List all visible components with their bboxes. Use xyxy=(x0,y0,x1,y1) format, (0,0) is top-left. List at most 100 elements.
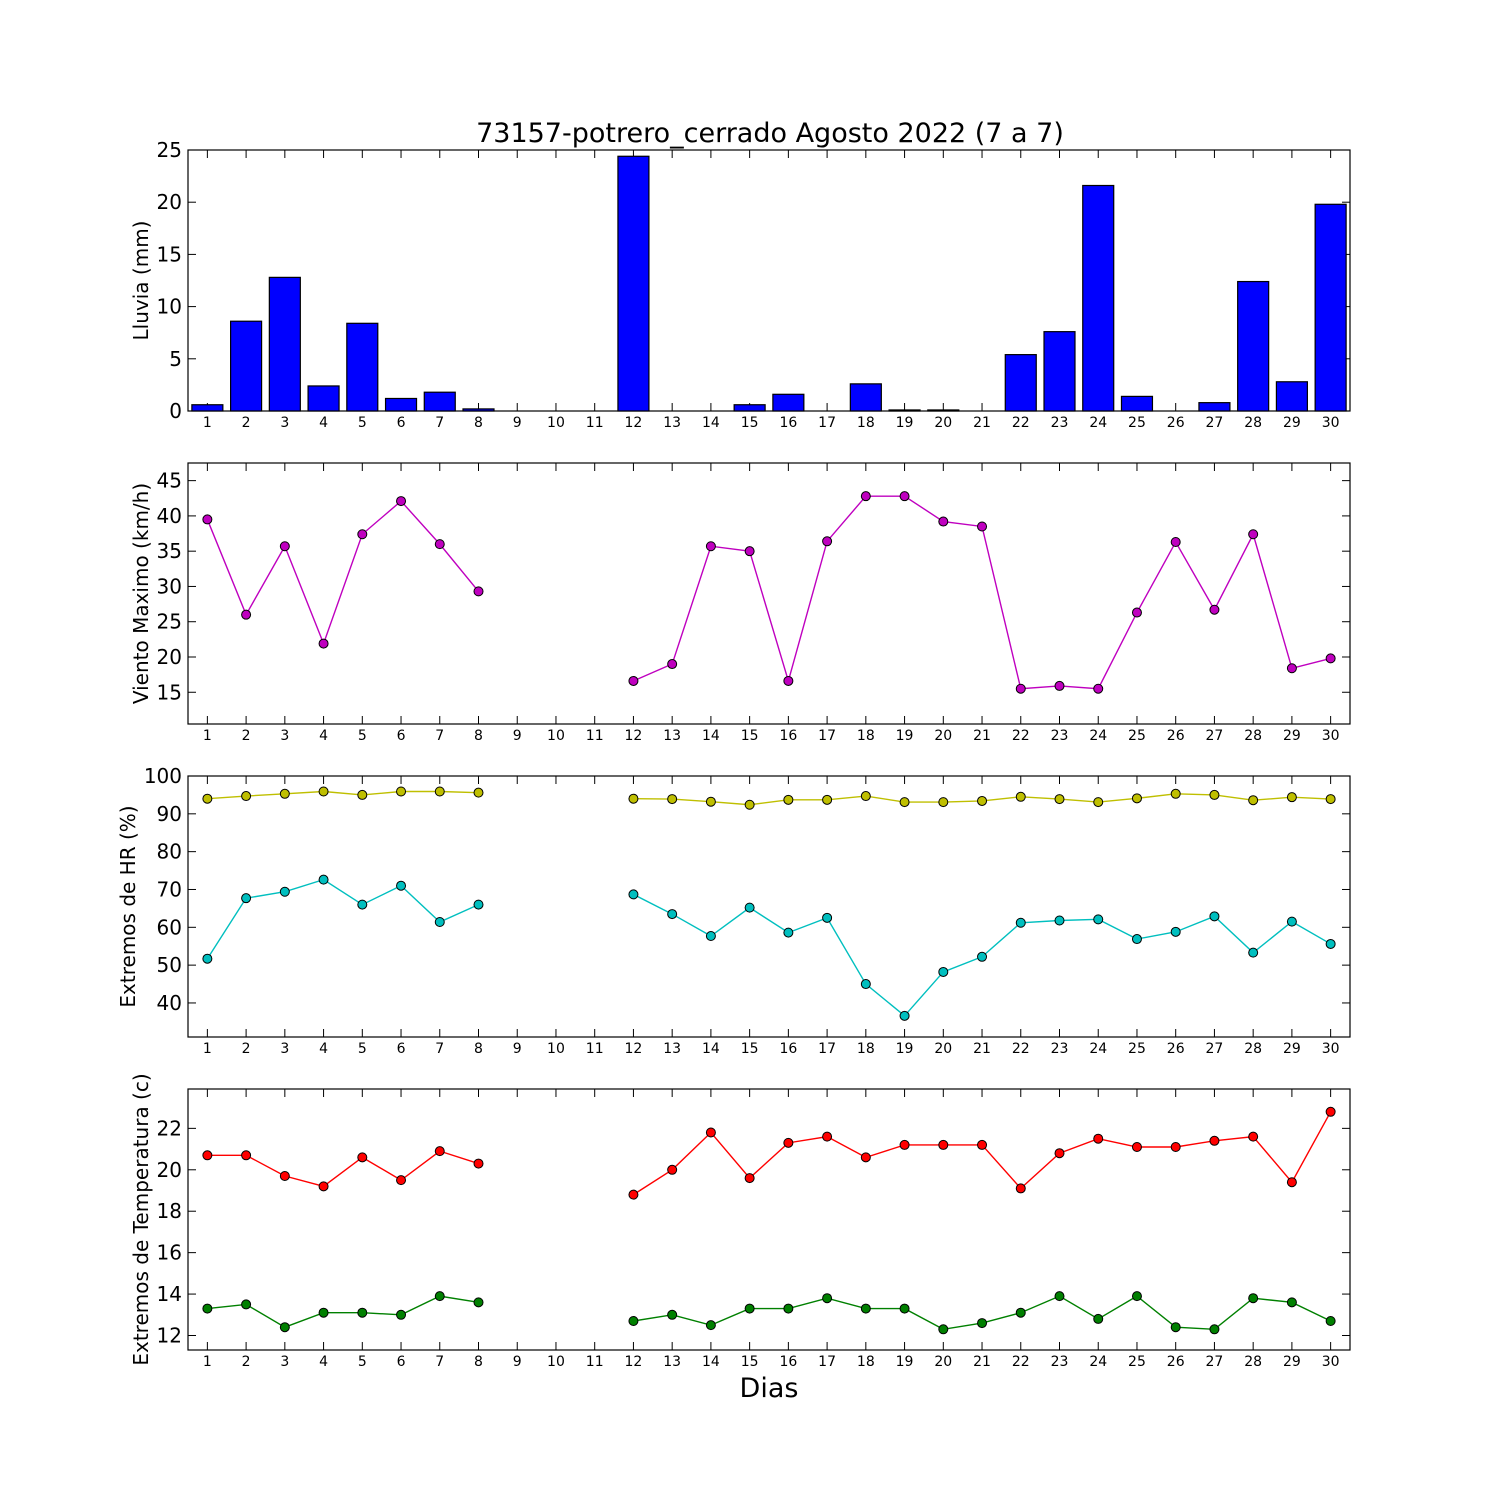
data-point xyxy=(977,521,988,532)
x-tick-label: 18 xyxy=(857,1041,875,1057)
data-point xyxy=(744,1303,755,1314)
data-point xyxy=(938,966,949,977)
data-point xyxy=(1325,1106,1336,1117)
data-point xyxy=(860,979,871,990)
data-point xyxy=(241,791,252,802)
data-point xyxy=(1209,1324,1220,1335)
x-tick-label: 25 xyxy=(1128,1354,1146,1370)
x-tick-label: 24 xyxy=(1089,1041,1107,1057)
x-tick-label: 6 xyxy=(397,728,406,744)
chart-title: 73157-potrero_cerrado Agosto 2022 (7 a 7… xyxy=(476,118,1064,149)
data-point xyxy=(396,1309,407,1320)
data-point xyxy=(279,1171,290,1181)
data-point xyxy=(1093,797,1104,808)
x-tick-label: 17 xyxy=(818,1354,836,1370)
data-point xyxy=(1170,788,1181,799)
data-point xyxy=(279,788,290,799)
bar xyxy=(1043,331,1076,412)
data-point xyxy=(1325,1316,1336,1326)
y-tick-label: 100 xyxy=(144,764,182,788)
x-tick-label: 29 xyxy=(1283,1041,1301,1057)
x-tick-label: 3 xyxy=(280,1354,289,1370)
x-tick-label: 21 xyxy=(973,1041,991,1057)
bar xyxy=(1237,280,1270,412)
x-tick-label: 11 xyxy=(586,415,604,431)
x-tick-label: 24 xyxy=(1089,1354,1107,1370)
series-line xyxy=(206,878,479,960)
data-point xyxy=(1248,795,1259,806)
data-point xyxy=(628,793,639,804)
x-tick-label: 28 xyxy=(1244,1041,1262,1057)
data-point xyxy=(1170,1142,1181,1152)
data-point xyxy=(279,886,290,897)
y-tick-label: 25 xyxy=(157,610,182,634)
bar xyxy=(1120,395,1154,412)
data-point xyxy=(1209,1135,1220,1146)
data-point xyxy=(1131,1142,1142,1152)
x-tick-label: 14 xyxy=(702,1041,720,1057)
x-tick-label: 12 xyxy=(625,1354,643,1370)
data-point xyxy=(628,889,639,900)
data-point xyxy=(899,1303,910,1314)
data-point xyxy=(1248,1293,1259,1304)
data-point xyxy=(357,529,368,540)
data-point xyxy=(667,1164,678,1175)
x-tick-label: 6 xyxy=(397,1041,406,1057)
data-point xyxy=(783,1137,794,1148)
data-point xyxy=(860,791,871,802)
data-point xyxy=(1131,793,1142,804)
data-point xyxy=(899,491,910,502)
data-point xyxy=(1015,917,1026,928)
data-point xyxy=(318,786,329,797)
data-point xyxy=(1209,789,1220,800)
data-point xyxy=(899,1010,910,1021)
data-point xyxy=(783,794,794,805)
x-tick-label: 15 xyxy=(741,1041,759,1057)
data-point xyxy=(1248,1131,1259,1142)
data-point xyxy=(822,794,833,805)
data-point xyxy=(860,1303,871,1314)
x-tick-label: 4 xyxy=(319,1354,328,1370)
data-point xyxy=(938,1139,949,1150)
data-point xyxy=(744,902,755,913)
x-tick-label: 1 xyxy=(203,415,212,431)
x-tick-label: 26 xyxy=(1167,1041,1185,1057)
data-point xyxy=(1170,1322,1181,1333)
x-tick-label: 11 xyxy=(586,1354,604,1370)
x-tick-label: 12 xyxy=(625,1041,643,1057)
x-tick-label: 2 xyxy=(242,728,251,744)
data-point xyxy=(357,789,368,800)
x-tick-label: 7 xyxy=(435,415,444,431)
data-point xyxy=(744,799,755,810)
x-axis-label: Dias xyxy=(740,1373,799,1404)
x-tick-label: 7 xyxy=(435,1041,444,1057)
bar xyxy=(1082,184,1115,412)
data-point xyxy=(977,1139,988,1150)
x-tick-label: 19 xyxy=(896,728,914,744)
bar xyxy=(927,409,960,412)
data-point xyxy=(744,546,755,557)
x-tick-label: 9 xyxy=(513,415,522,431)
axes-frame xyxy=(187,462,1351,725)
x-tick-label: 16 xyxy=(779,1354,797,1370)
x-tick-label: 19 xyxy=(896,1354,914,1370)
axes-frame xyxy=(187,149,1351,412)
data-point xyxy=(1286,1177,1297,1188)
data-point xyxy=(1209,911,1220,922)
x-tick-label: 25 xyxy=(1128,1041,1146,1057)
x-tick-label: 7 xyxy=(435,728,444,744)
data-point xyxy=(434,1146,445,1157)
x-tick-label: 18 xyxy=(857,728,875,744)
y-tick-label: 16 xyxy=(157,1241,182,1265)
x-tick-label: 29 xyxy=(1283,415,1301,431)
bar xyxy=(346,322,379,412)
x-tick-label: 10 xyxy=(547,1354,565,1370)
data-point xyxy=(667,909,678,920)
x-tick-label: 9 xyxy=(513,1041,522,1057)
data-point xyxy=(783,927,794,938)
data-point xyxy=(938,516,949,527)
data-point xyxy=(628,1316,639,1326)
data-point xyxy=(667,659,678,670)
